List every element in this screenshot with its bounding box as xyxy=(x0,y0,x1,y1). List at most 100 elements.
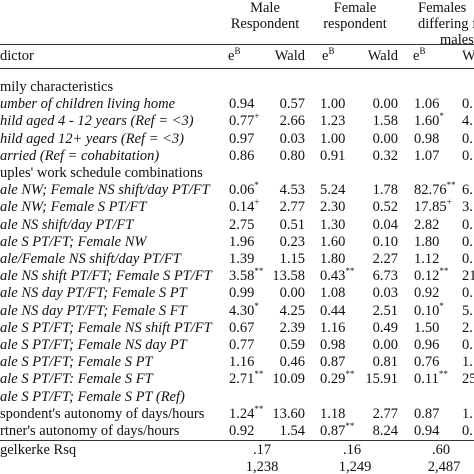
row-label: arried (Ref = cohabitation) xyxy=(0,147,160,164)
column-header: differing fr xyxy=(418,16,474,32)
significance: * xyxy=(439,300,444,311)
cell: 1.06 xyxy=(414,96,440,113)
cell: 4. xyxy=(462,113,473,130)
cell: 17.85+ xyxy=(414,197,452,216)
cell: 0.76 xyxy=(414,354,440,371)
significance: ** xyxy=(254,403,264,414)
header-sup: B xyxy=(419,46,426,56)
significance: + xyxy=(446,197,452,208)
cell: 0.04 xyxy=(372,216,398,233)
cell: 0.92 xyxy=(229,423,255,439)
cell: 2.75 xyxy=(229,216,255,233)
cell: 0.46 xyxy=(279,354,305,371)
significance: ** xyxy=(254,369,264,380)
cell: 5.24 xyxy=(320,182,346,199)
cell: 4.30* xyxy=(229,301,259,320)
value: 0.29 xyxy=(320,371,346,388)
n-value: 1,249 xyxy=(338,459,372,474)
row-label: ale/Female NS shift/day PT/FT xyxy=(0,251,181,267)
cell: 4.53 xyxy=(279,182,305,199)
cell: 1.96 xyxy=(229,233,255,250)
cell: 0.43** xyxy=(320,267,354,285)
cell: 0.87 xyxy=(414,405,440,422)
cell: 0.87 xyxy=(320,354,346,371)
header-text: e xyxy=(322,48,329,64)
n-value: 1,238 xyxy=(245,459,279,474)
header-text: e xyxy=(228,48,235,64)
cell: 0.29** xyxy=(320,370,354,388)
cell: 1.54 xyxy=(279,423,305,439)
cell: 0.97 xyxy=(229,130,255,147)
cell: 0.94 xyxy=(414,423,440,439)
cell: 0.67 xyxy=(229,319,255,336)
significance: ** xyxy=(438,369,448,380)
cell: 1.07 xyxy=(414,147,440,164)
cell: 1.60 xyxy=(320,233,346,250)
cell: 0.86 xyxy=(229,147,255,164)
cell: 6.73 xyxy=(372,268,398,285)
cell: 3. xyxy=(462,199,473,216)
cell: 1.15 xyxy=(279,251,305,267)
value: 0.14 xyxy=(229,199,255,216)
cell: 0.12** xyxy=(414,266,449,285)
value: 0.12 xyxy=(414,268,440,285)
cell: 1.80 xyxy=(320,251,346,267)
significance: * xyxy=(254,180,259,191)
cell: 2.82 xyxy=(414,216,440,233)
rule xyxy=(0,68,474,69)
cell: 0.52 xyxy=(372,199,398,216)
value: 17.85 xyxy=(414,199,447,216)
value: 0.87 xyxy=(320,423,346,439)
cell: 0.77 xyxy=(229,337,255,353)
cell: 6. xyxy=(462,182,473,199)
cell: 2.30 xyxy=(320,199,346,216)
cell: 82.76** xyxy=(414,181,456,199)
cell: 0.10 xyxy=(372,233,398,250)
cell: 0.00 xyxy=(279,285,305,302)
row-label: ale S PT/FT: Female S FT xyxy=(0,371,153,388)
cell: 1.08 xyxy=(320,285,346,302)
cell: 0.77+ xyxy=(229,112,259,130)
section-title: mily characteristics xyxy=(0,79,114,95)
cell: 2.27 xyxy=(372,251,398,267)
cell: 1.18 xyxy=(320,405,346,422)
cell: 0.32 xyxy=(372,147,398,164)
significance: ** xyxy=(439,266,449,277)
column-header: eB xyxy=(322,47,334,65)
cell: 0.00 xyxy=(372,337,398,353)
cell: 1.24** xyxy=(229,403,264,423)
value: 82.76 xyxy=(414,182,447,199)
cell: 2.77 xyxy=(372,405,398,422)
cell: 0.10* xyxy=(414,300,444,320)
cell: 1.00 xyxy=(320,130,346,147)
cell: 1.39 xyxy=(229,251,255,267)
row-label: ale S PT/FT; Female NS day PT xyxy=(0,337,187,353)
row-label: gelkerke Rsq xyxy=(0,442,77,458)
value: 1.24 xyxy=(229,405,255,422)
cell: 0. xyxy=(462,147,473,164)
cell: 0. xyxy=(462,285,473,302)
cell: 3.58** xyxy=(229,267,263,285)
cell: 0.59 xyxy=(279,337,305,353)
cell: 0.57 xyxy=(279,96,305,113)
cell: 0. xyxy=(462,233,473,250)
cell: 0.99 xyxy=(229,285,255,302)
value: 0.43 xyxy=(320,268,346,285)
cell: 1.30 xyxy=(320,216,346,233)
cell: 1.80 xyxy=(414,233,440,250)
row-label: ale NS shift PT/FT; Female S PT/FT xyxy=(0,268,212,285)
row-label: umber of children living home xyxy=(0,96,176,113)
cell: 0.98 xyxy=(414,130,440,147)
cell: 1.50 xyxy=(414,319,440,336)
cell: 10.09 xyxy=(272,371,305,388)
column-header: Female xyxy=(333,0,377,16)
cell: 1.58 xyxy=(372,113,398,130)
value: 4.30 xyxy=(229,302,255,319)
section-title: uples' work schedule combinations xyxy=(0,165,203,181)
cell: 13.58 xyxy=(272,268,305,285)
significance: * xyxy=(439,111,444,122)
column-header: Wald xyxy=(367,48,398,64)
column-header: dictor xyxy=(0,48,34,64)
cell: 1.16 xyxy=(229,354,255,371)
cell: 1. xyxy=(462,405,473,422)
